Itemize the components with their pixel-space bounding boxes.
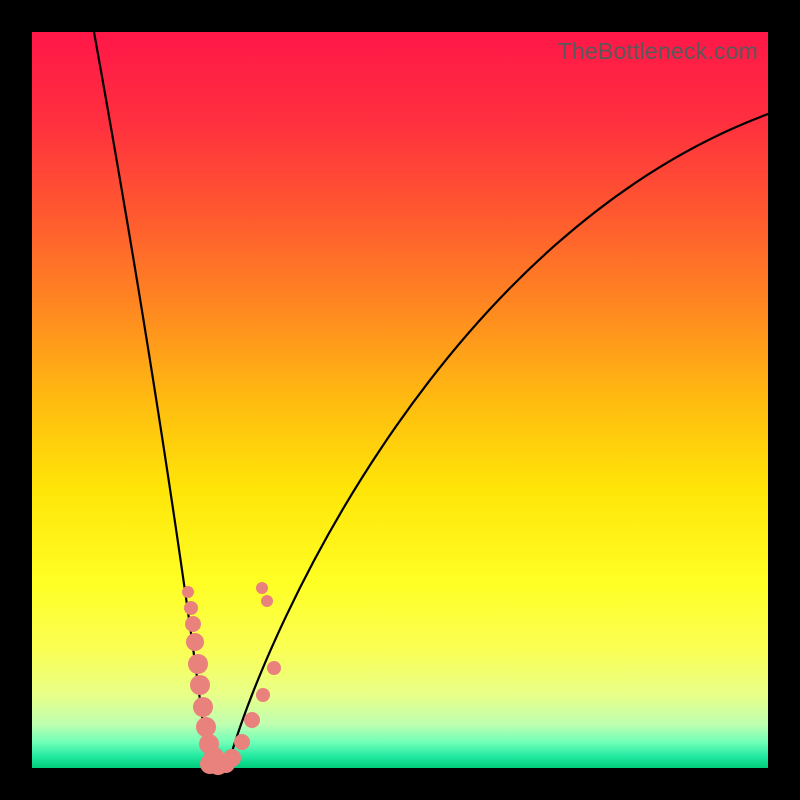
data-point	[256, 688, 270, 702]
data-point	[193, 697, 213, 717]
watermark-text: TheBottleneck.com	[558, 38, 758, 65]
data-point	[188, 654, 208, 674]
bottleneck-curve	[32, 32, 768, 768]
chart-container: TheBottleneck.com	[0, 0, 800, 800]
data-point	[186, 633, 204, 651]
data-point	[256, 582, 268, 594]
data-point	[217, 755, 235, 773]
data-point	[244, 712, 260, 728]
data-point	[182, 586, 194, 598]
data-point	[267, 661, 281, 675]
data-point	[196, 717, 216, 737]
data-point	[185, 616, 201, 632]
data-point	[261, 595, 273, 607]
plot-area: TheBottleneck.com	[32, 32, 768, 768]
data-point	[190, 675, 210, 695]
data-point	[184, 601, 198, 615]
data-point	[234, 734, 250, 750]
